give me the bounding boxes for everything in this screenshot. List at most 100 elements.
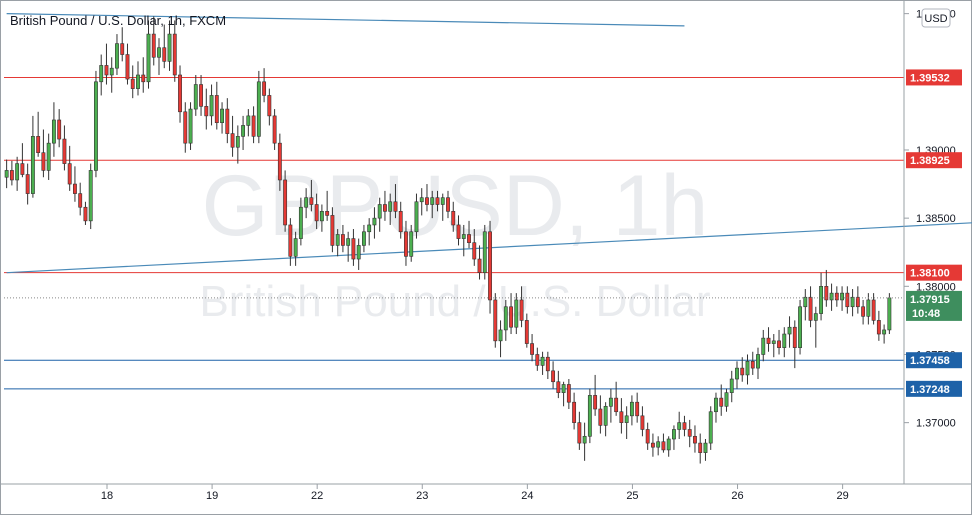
candle-body xyxy=(30,136,35,194)
candle xyxy=(330,207,335,253)
candle-body xyxy=(230,133,235,148)
time-tick-label: 22 xyxy=(311,490,323,502)
candle xyxy=(845,286,850,314)
candle xyxy=(304,188,309,219)
chart-title: British Pound / U.S. Dollar, 1h, FXCM xyxy=(10,13,226,28)
trend-line-2[interactable] xyxy=(6,218,972,274)
candle xyxy=(735,361,739,389)
candle-body xyxy=(430,197,435,205)
candle-body xyxy=(73,183,77,194)
candle-body xyxy=(624,415,629,423)
candle-body xyxy=(566,384,571,403)
candle xyxy=(51,102,56,157)
candle-body xyxy=(425,197,429,205)
candle-body xyxy=(20,163,25,175)
candle-body xyxy=(829,292,834,301)
candle xyxy=(67,145,72,191)
candle xyxy=(650,433,655,457)
candle-body xyxy=(782,333,787,348)
candle xyxy=(30,115,35,198)
time-axis[interactable]: 18 19 22 23 24 25 26 29 xyxy=(0,483,972,502)
candle-body xyxy=(719,397,724,407)
candle xyxy=(677,411,682,440)
candle-body xyxy=(267,95,272,117)
candle-body xyxy=(414,201,419,233)
candle-body xyxy=(855,296,860,308)
candle-body xyxy=(404,231,408,257)
candle xyxy=(750,351,755,375)
candle-body xyxy=(887,297,892,331)
candle xyxy=(283,170,288,232)
candle-body xyxy=(372,217,377,226)
candle-body xyxy=(687,429,692,437)
candle-body xyxy=(640,415,645,430)
current-tag-bg xyxy=(906,290,962,321)
candle-body xyxy=(540,356,545,366)
candle xyxy=(519,286,524,328)
level-tag-bg xyxy=(906,152,962,169)
price-tick-label: 1.38000 xyxy=(916,281,956,293)
candle-body xyxy=(582,435,587,444)
candle-body xyxy=(204,106,209,117)
candle xyxy=(740,357,745,382)
candle xyxy=(272,109,277,150)
candle-body xyxy=(99,65,104,83)
candle xyxy=(756,347,760,380)
candle xyxy=(451,201,456,232)
candle-body xyxy=(708,411,713,444)
candle xyxy=(356,238,361,270)
currency-label: USD xyxy=(924,13,947,25)
candle-body xyxy=(346,238,351,246)
candle-body xyxy=(262,81,267,96)
candle xyxy=(125,43,130,85)
candle-body xyxy=(304,197,309,208)
candle xyxy=(498,320,503,358)
candle xyxy=(714,392,718,423)
candle-body xyxy=(619,411,624,423)
candle-body xyxy=(356,245,361,260)
candle-body xyxy=(183,111,188,144)
candle xyxy=(682,415,687,437)
candle xyxy=(256,70,261,144)
candle xyxy=(393,184,398,219)
candle xyxy=(876,310,881,341)
candle xyxy=(582,422,587,461)
candle xyxy=(603,402,608,437)
candle xyxy=(193,74,198,116)
candle xyxy=(214,81,219,130)
candle xyxy=(598,395,603,434)
candle-body xyxy=(293,238,298,257)
candle xyxy=(204,88,209,130)
candle xyxy=(813,306,818,348)
candle xyxy=(834,286,839,307)
candle xyxy=(488,220,492,314)
candle-body xyxy=(798,306,802,348)
candle-body xyxy=(598,408,603,426)
level-tag-bg xyxy=(906,380,962,397)
candle-body xyxy=(771,340,776,344)
symbol-watermark: GBPUSD, 1h xyxy=(202,158,709,254)
candle xyxy=(109,57,114,93)
level-tag-label: 1.39532 xyxy=(910,72,950,84)
candle xyxy=(850,289,855,317)
price-tick-label: 1.37000 xyxy=(916,418,956,430)
candle-body xyxy=(151,33,156,58)
time-tick-label: 24 xyxy=(521,490,533,502)
candle xyxy=(467,220,471,249)
candle-body xyxy=(120,43,125,55)
price-axis[interactable]: 1.400001.390001.385001.380001.375001.370… xyxy=(903,0,962,484)
candle-body xyxy=(62,138,67,164)
candle-body xyxy=(840,292,845,301)
candle-body xyxy=(136,74,140,89)
currency-button[interactable]: USD xyxy=(921,8,951,28)
candle xyxy=(319,204,324,232)
trend-line-1[interactable] xyxy=(6,13,685,27)
candle-body xyxy=(724,392,729,407)
candle-body xyxy=(172,33,177,76)
candle xyxy=(220,102,224,134)
level-tag-bg xyxy=(906,69,962,86)
candle xyxy=(614,381,619,416)
candle xyxy=(309,179,314,212)
candle xyxy=(745,354,750,385)
